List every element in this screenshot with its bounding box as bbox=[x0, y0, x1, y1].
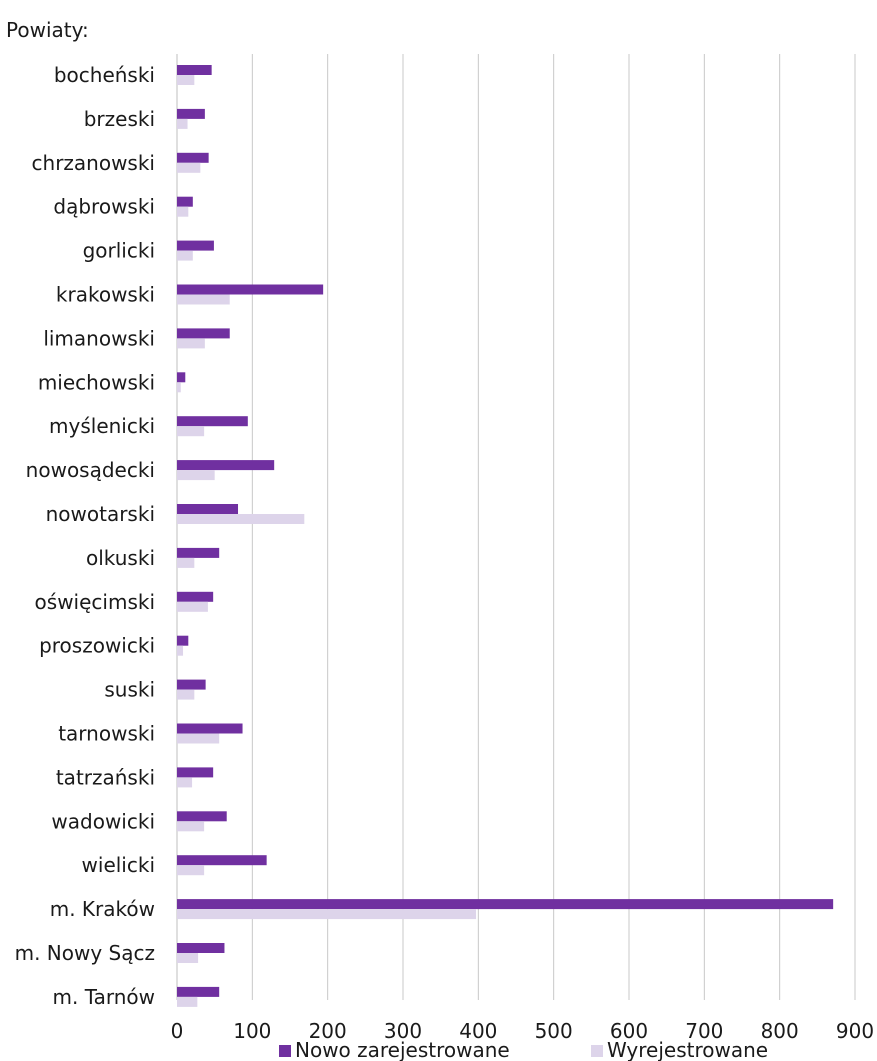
bar-nowo-zarejestrowane-tarnowski bbox=[177, 723, 243, 734]
bar-wyrejestrowane-m-nowy-sacz bbox=[177, 953, 199, 963]
bars bbox=[177, 65, 834, 1007]
gridlines bbox=[176, 54, 856, 1000]
category-label-m-krakow: m. Kraków bbox=[50, 897, 155, 921]
bar-nowo-zarejestrowane-m-tarnow bbox=[177, 986, 220, 997]
x-tick-labels: 0 100 200 300 400 500 600 700 800 900 bbox=[171, 1019, 874, 1043]
bar-nowo-zarejestrowane-limanowski bbox=[177, 328, 230, 339]
bar-nowo-zarejestrowane-tatrzanski bbox=[177, 767, 214, 778]
category-labels: bocheński brzeski chrzanowski dąbrowski gorl… bbox=[15, 63, 155, 1009]
bar-nowo-zarejestrowane-suski bbox=[177, 679, 206, 690]
bar-wyrejestrowane-miechowski bbox=[177, 382, 181, 393]
bar-nowo-zarejestrowane-krakowski bbox=[177, 284, 324, 295]
bar-wyrejestrowane-dabrowski bbox=[177, 206, 189, 217]
category-label-suski: suski bbox=[104, 678, 155, 702]
bar-wyrejestrowane-m-krakow bbox=[177, 909, 477, 920]
bar-wyrejestrowane-bochenski bbox=[177, 75, 195, 85]
category-label-krakowski: krakowski bbox=[56, 283, 155, 307]
x-tick-label-0: 0 bbox=[171, 1019, 184, 1043]
bar-wyrejestrowane-gorlicki bbox=[177, 250, 193, 261]
bar-wyrejestrowane-suski bbox=[177, 689, 195, 700]
bar-wyrejestrowane-nowosadecki bbox=[177, 470, 215, 481]
bar-wyrejestrowane-oswiecimski bbox=[177, 601, 208, 612]
x-tick-label-900: 900 bbox=[836, 1019, 874, 1043]
bar-wyrejestrowane-olkuski bbox=[177, 557, 195, 568]
bar-nowo-zarejestrowane-gorlicki bbox=[177, 240, 214, 251]
bar-wyrejestrowane-tarnowski bbox=[177, 733, 220, 744]
bar-wyrejestrowane-wielicki bbox=[177, 865, 205, 876]
bar-nowo-zarejestrowane-bochenski bbox=[177, 65, 212, 75]
bar-wyrejestrowane-m-tarnow bbox=[177, 996, 198, 1007]
bar-wyrejestrowane-wadowicki bbox=[177, 821, 205, 832]
category-label-tarnowski: tarnowski bbox=[58, 722, 155, 746]
legend: Nowo zarejestrowane Wyrejestrowane bbox=[279, 1038, 768, 1061]
x-tick-label-300: 300 bbox=[384, 1019, 422, 1043]
x-tick-label-500: 500 bbox=[535, 1019, 573, 1043]
category-label-miechowski: miechowski bbox=[38, 370, 155, 394]
category-label-m-tarnow: m. Tarnów bbox=[53, 985, 156, 1009]
bar-wyrejestrowane-myslenicki bbox=[177, 426, 205, 437]
bar-nowo-zarejestrowane-myslenicki bbox=[177, 416, 248, 427]
bar-nowo-zarejestrowane-oswiecimski bbox=[177, 591, 214, 602]
category-label-olkuski: olkuski bbox=[86, 546, 155, 570]
bar-nowo-zarejestrowane-nowotarski bbox=[177, 504, 239, 514]
bar-wyrejestrowane-proszowicki bbox=[177, 645, 184, 656]
bar-nowo-zarejestrowane-m-nowy-sacz bbox=[177, 943, 225, 953]
category-label-wielicki: wielicki bbox=[82, 853, 155, 877]
category-label-tatrzanski: tatrzański bbox=[56, 765, 155, 789]
legend-swatch-wyrejestrowane bbox=[591, 1045, 603, 1057]
category-label-m-nowy-sacz: m. Nowy Sącz bbox=[15, 941, 155, 965]
category-label-gorlicki: gorlicki bbox=[83, 239, 155, 263]
category-label-proszowicki: proszowicki bbox=[39, 634, 155, 658]
bar-wyrejestrowane-tatrzanski bbox=[177, 777, 193, 788]
bar-nowo-zarejestrowane-brzeski bbox=[177, 108, 205, 119]
bar-nowo-zarejestrowane-proszowicki bbox=[177, 635, 189, 646]
legend-label-wyrejestrowane: Wyrejestrowane bbox=[607, 1038, 768, 1061]
bar-nowo-zarejestrowane-miechowski bbox=[177, 372, 186, 383]
category-label-bochenski: bocheński bbox=[54, 63, 155, 87]
bar-wyrejestrowane-krakowski bbox=[177, 294, 230, 305]
category-label-oswiecimski: oświęcimski bbox=[35, 590, 155, 614]
category-label-nowotarski: nowotarski bbox=[46, 502, 155, 526]
x-tick-label-100: 100 bbox=[233, 1019, 271, 1043]
bar-wyrejestrowane-brzeski bbox=[177, 118, 188, 129]
x-tick-label-400: 400 bbox=[459, 1019, 497, 1043]
bar-nowo-zarejestrowane-nowosadecki bbox=[177, 460, 275, 471]
bar-nowo-zarejestrowane-chrzanowski bbox=[177, 152, 209, 163]
bar-wyrejestrowane-chrzanowski bbox=[177, 162, 201, 173]
x-tick-label-200: 200 bbox=[309, 1019, 347, 1043]
x-tick-label-700: 700 bbox=[685, 1019, 723, 1043]
category-label-myslenicki: myślenicki bbox=[49, 414, 155, 438]
category-label-dabrowski: dąbrowski bbox=[53, 195, 155, 219]
bar-nowo-zarejestrowane-wadowicki bbox=[177, 811, 227, 822]
category-label-chrzanowski: chrzanowski bbox=[32, 151, 155, 175]
chart-title: Powiaty: bbox=[6, 18, 89, 42]
bar-wyrejestrowane-nowotarski bbox=[177, 514, 305, 524]
category-label-brzeski: brzeski bbox=[84, 107, 155, 131]
x-tick-label-800: 800 bbox=[761, 1019, 799, 1043]
legend-label-nowo-zarejestrowane: Nowo zarejestrowane bbox=[295, 1038, 510, 1061]
bar-wyrejestrowane-limanowski bbox=[177, 338, 205, 349]
category-label-nowosadecki: nowosądecki bbox=[26, 458, 155, 482]
bar-nowo-zarejestrowane-dabrowski bbox=[177, 196, 193, 207]
bar-nowo-zarejestrowane-wielicki bbox=[177, 855, 267, 866]
x-tick-label-600: 600 bbox=[610, 1019, 648, 1043]
legend-swatch-nowo-zarejestrowane bbox=[279, 1045, 291, 1057]
category-label-wadowicki: wadowicki bbox=[51, 809, 155, 833]
category-label-limanowski: limanowski bbox=[43, 326, 155, 350]
bar-nowo-zarejestrowane-m-krakow bbox=[177, 899, 834, 910]
bar-nowo-zarejestrowane-olkuski bbox=[177, 547, 220, 558]
